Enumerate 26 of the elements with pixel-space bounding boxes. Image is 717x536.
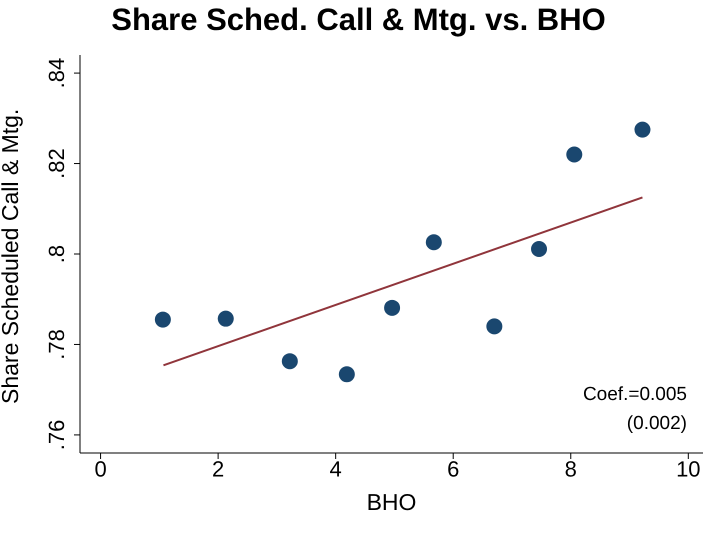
point xyxy=(338,366,355,382)
y-tick-label: .76 xyxy=(44,420,69,450)
point xyxy=(426,234,442,250)
point xyxy=(384,300,400,316)
x-axis-title: BHO xyxy=(366,489,416,515)
annotation: Coef.=0.005 xyxy=(582,383,687,407)
x-tick-label: 8 xyxy=(564,456,577,482)
x-tick-label: 2 xyxy=(212,456,224,482)
x-tick-label: 0 xyxy=(94,456,107,482)
point xyxy=(218,310,234,327)
point xyxy=(486,318,502,334)
y-tick-label: .78 xyxy=(44,329,69,360)
x-tick-label: 10 xyxy=(676,456,701,482)
y-axis-title: Share Scheduled Call & Mtg. xyxy=(0,108,24,404)
annotation: (0.002) xyxy=(626,412,687,436)
point xyxy=(154,312,171,328)
y-tick-label: .8 xyxy=(44,244,69,264)
y-tick-label: .84 xyxy=(44,58,69,88)
point xyxy=(566,146,582,162)
point xyxy=(531,241,548,258)
x-tick-label: 6 xyxy=(447,456,460,482)
chart-title: Share Sched. Call & Mtg. vs. BHO xyxy=(110,2,607,38)
y-tick-label: .82 xyxy=(44,148,69,179)
x-tick-label: 4 xyxy=(330,456,342,482)
point xyxy=(282,353,298,370)
point xyxy=(634,122,650,138)
